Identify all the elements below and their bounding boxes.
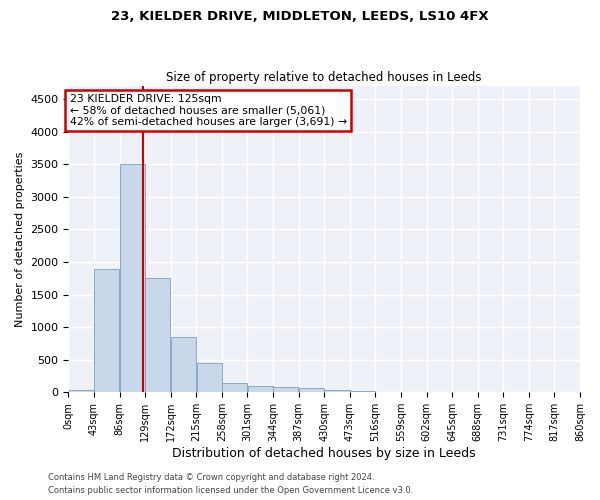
- Bar: [68, 390, 94, 392]
- Bar: [120, 164, 145, 392]
- Text: Contains HM Land Registry data © Crown copyright and database right 2024.
Contai: Contains HM Land Registry data © Crown c…: [48, 474, 413, 495]
- X-axis label: Distribution of detached houses by size in Leeds: Distribution of detached houses by size …: [172, 447, 476, 460]
- Bar: [273, 387, 298, 392]
- Bar: [248, 386, 273, 392]
- Bar: [197, 363, 221, 392]
- Bar: [222, 382, 247, 392]
- Title: Size of property relative to detached houses in Leeds: Size of property relative to detached ho…: [166, 70, 482, 84]
- Bar: [171, 337, 196, 392]
- Bar: [350, 391, 375, 392]
- Text: 23 KIELDER DRIVE: 125sqm
← 58% of detached houses are smaller (5,061)
42% of sem: 23 KIELDER DRIVE: 125sqm ← 58% of detach…: [70, 94, 347, 127]
- Bar: [94, 268, 119, 392]
- Bar: [299, 388, 324, 392]
- Bar: [145, 278, 170, 392]
- Text: 23, KIELDER DRIVE, MIDDLETON, LEEDS, LS10 4FX: 23, KIELDER DRIVE, MIDDLETON, LEEDS, LS1…: [111, 10, 489, 23]
- Y-axis label: Number of detached properties: Number of detached properties: [15, 152, 25, 327]
- Bar: [325, 390, 350, 392]
